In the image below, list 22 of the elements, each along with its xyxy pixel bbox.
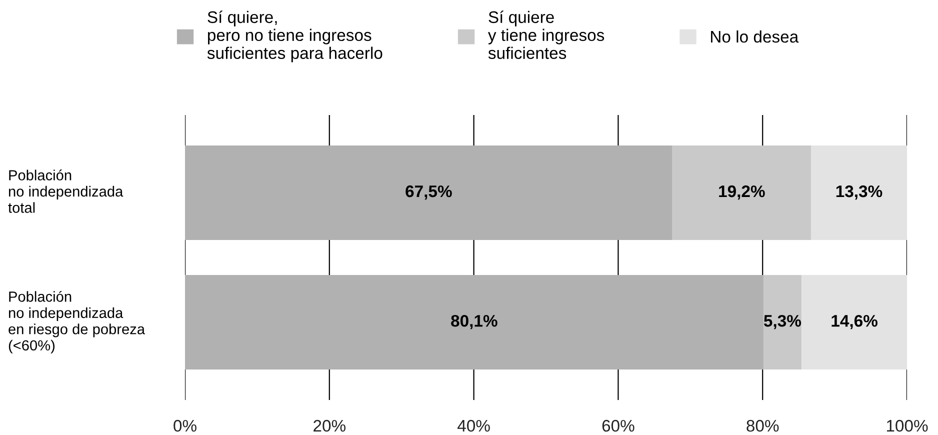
data-label: 14,6%	[832, 314, 878, 330]
bar	[810, 145, 907, 240]
x-tick-label: 20%	[314, 420, 346, 432]
data-label: 13,3%	[836, 185, 882, 200]
x-tick-label: 100%	[886, 420, 928, 432]
x-tick-label: 40%	[458, 420, 490, 432]
x-tick-label: 80%	[746, 420, 779, 432]
data-label: 19,2%	[719, 185, 765, 200]
y-tick-label: Población no independizada total	[8, 170, 124, 213]
bar	[802, 274, 907, 370]
bar	[763, 274, 802, 370]
data-label: 5,3%	[764, 314, 802, 330]
legend-label: No lo desea	[711, 30, 799, 43]
data-label: 80,1%	[451, 314, 498, 330]
bar	[185, 145, 672, 240]
data-label: 67,5%	[406, 185, 452, 200]
x-tick-label: 60%	[602, 420, 634, 432]
legend-label: Sí quiere, pero no tiene ingresos suficientes para hacerlo	[207, 10, 382, 62]
legend-label: Sí quiere y tiene ingresos suficientes	[488, 10, 604, 59]
x-tick-label: 0%	[174, 420, 196, 432]
y-tick-label: Población no independizada en riesgo de pobreza (<60%)	[8, 290, 146, 354]
bar	[672, 145, 811, 240]
